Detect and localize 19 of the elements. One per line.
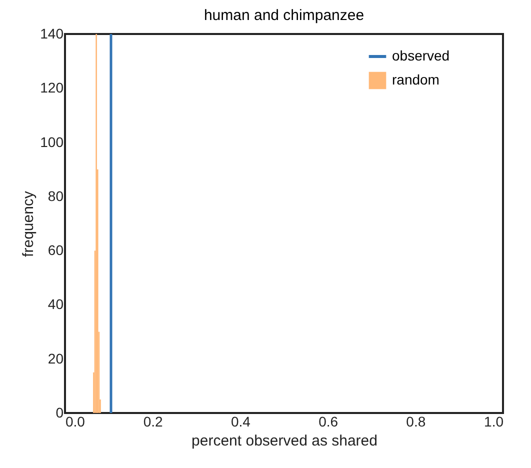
y-tick-label: 140 <box>40 26 64 42</box>
x-tick-label: 0.6 <box>318 414 338 430</box>
legend-label: observed <box>392 48 450 64</box>
x-tick-label: 0.4 <box>230 414 251 430</box>
y-axis-title: frequency <box>20 190 38 257</box>
chart-title: human and chimpanzee <box>204 7 364 24</box>
y-tick-label: 60 <box>48 242 64 258</box>
x-tick-label: 0.8 <box>406 414 426 430</box>
x-tick-label: 1.0 <box>484 414 504 430</box>
y-tick-label: 0 <box>56 404 64 420</box>
y-tick-label: 100 <box>40 134 64 150</box>
y-tick-label: 120 <box>40 80 64 96</box>
y-tick-label: 80 <box>48 188 64 204</box>
legend-label: random <box>392 72 440 88</box>
x-tick-label: 0.2 <box>143 414 164 430</box>
y-tick-label: 40 <box>48 296 64 312</box>
x-tick-label: 0.0 <box>66 414 86 430</box>
y-tick-label: 20 <box>48 350 64 366</box>
x-axis-title: percent observed as shared <box>192 432 378 450</box>
